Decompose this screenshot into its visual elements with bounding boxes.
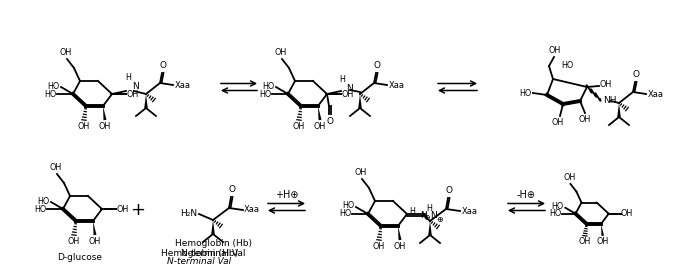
Text: OH: OH bbox=[293, 122, 305, 131]
Text: O: O bbox=[160, 61, 167, 70]
Text: OH: OH bbox=[552, 118, 564, 127]
Text: O: O bbox=[633, 70, 640, 79]
Polygon shape bbox=[318, 106, 321, 120]
Text: OH: OH bbox=[549, 46, 561, 55]
Text: HO: HO bbox=[44, 90, 56, 99]
Text: N: N bbox=[420, 211, 427, 220]
Text: N-terminal Val: N-terminal Val bbox=[167, 257, 231, 266]
Polygon shape bbox=[103, 106, 106, 120]
Polygon shape bbox=[428, 221, 432, 235]
Text: H: H bbox=[125, 73, 131, 82]
Text: N: N bbox=[346, 83, 353, 92]
Text: H: H bbox=[426, 204, 432, 213]
Text: HO: HO bbox=[519, 88, 531, 97]
Text: H: H bbox=[339, 75, 345, 84]
Text: OH: OH bbox=[50, 163, 62, 172]
Text: HO: HO bbox=[259, 90, 271, 99]
Text: +: + bbox=[130, 201, 146, 219]
Text: N: N bbox=[132, 81, 139, 90]
Text: OH: OH bbox=[68, 237, 80, 246]
Text: Xaa: Xaa bbox=[175, 81, 191, 90]
Text: -H⊕: -H⊕ bbox=[517, 190, 536, 200]
Text: OH: OH bbox=[600, 80, 612, 88]
Text: HO: HO bbox=[37, 197, 49, 206]
Text: OH: OH bbox=[99, 122, 111, 131]
Text: OH: OH bbox=[89, 237, 101, 246]
Text: OH: OH bbox=[116, 204, 128, 214]
Text: HO: HO bbox=[552, 202, 564, 211]
Text: HO: HO bbox=[342, 202, 354, 211]
Text: OH: OH bbox=[564, 173, 575, 182]
Text: OH: OH bbox=[341, 90, 354, 99]
Polygon shape bbox=[617, 103, 621, 117]
Text: OH: OH bbox=[355, 168, 367, 177]
Text: H₂N: H₂N bbox=[180, 209, 197, 218]
Text: OH: OH bbox=[621, 209, 633, 218]
Text: Hemoglobin (Hb)
N-terminal Val: Hemoglobin (Hb) N-terminal Val bbox=[174, 239, 251, 258]
Polygon shape bbox=[144, 94, 148, 108]
Polygon shape bbox=[211, 220, 215, 234]
Text: ⊕: ⊕ bbox=[424, 213, 430, 222]
Text: OH: OH bbox=[126, 90, 139, 99]
Polygon shape bbox=[601, 224, 604, 236]
Text: OH: OH bbox=[314, 122, 326, 131]
Text: Xaa: Xaa bbox=[244, 206, 260, 214]
Text: OH: OH bbox=[373, 242, 385, 251]
Polygon shape bbox=[398, 226, 402, 240]
Text: OH: OH bbox=[579, 115, 591, 124]
Text: HO: HO bbox=[34, 204, 46, 214]
Text: O: O bbox=[228, 185, 235, 194]
Text: O: O bbox=[326, 117, 333, 126]
Polygon shape bbox=[358, 94, 362, 108]
Text: HO: HO bbox=[549, 209, 561, 218]
Text: OH: OH bbox=[60, 48, 72, 57]
Text: O: O bbox=[374, 61, 381, 70]
Text: HO: HO bbox=[262, 81, 274, 90]
Text: HO: HO bbox=[47, 81, 59, 90]
Text: Xaa: Xaa bbox=[462, 207, 478, 216]
Text: D-glucose: D-glucose bbox=[57, 253, 102, 262]
Text: HO: HO bbox=[339, 209, 351, 218]
Text: OH: OH bbox=[596, 237, 609, 246]
Text: NH: NH bbox=[603, 95, 617, 104]
Text: H: H bbox=[409, 207, 415, 216]
Text: OH: OH bbox=[394, 242, 406, 251]
Text: OH: OH bbox=[78, 122, 90, 131]
Text: Xaa: Xaa bbox=[648, 90, 664, 99]
Text: HO: HO bbox=[561, 60, 573, 69]
Text: Hemoglobin (Hb): Hemoglobin (Hb) bbox=[160, 249, 237, 258]
Text: +H⊕: +H⊕ bbox=[275, 190, 298, 200]
Text: Xaa: Xaa bbox=[389, 81, 405, 90]
Text: OH: OH bbox=[275, 48, 287, 57]
Text: O: O bbox=[445, 186, 452, 195]
Text: ⊕: ⊕ bbox=[436, 214, 443, 223]
Text: OH: OH bbox=[579, 237, 591, 246]
Polygon shape bbox=[93, 221, 97, 235]
Text: N: N bbox=[430, 211, 437, 220]
